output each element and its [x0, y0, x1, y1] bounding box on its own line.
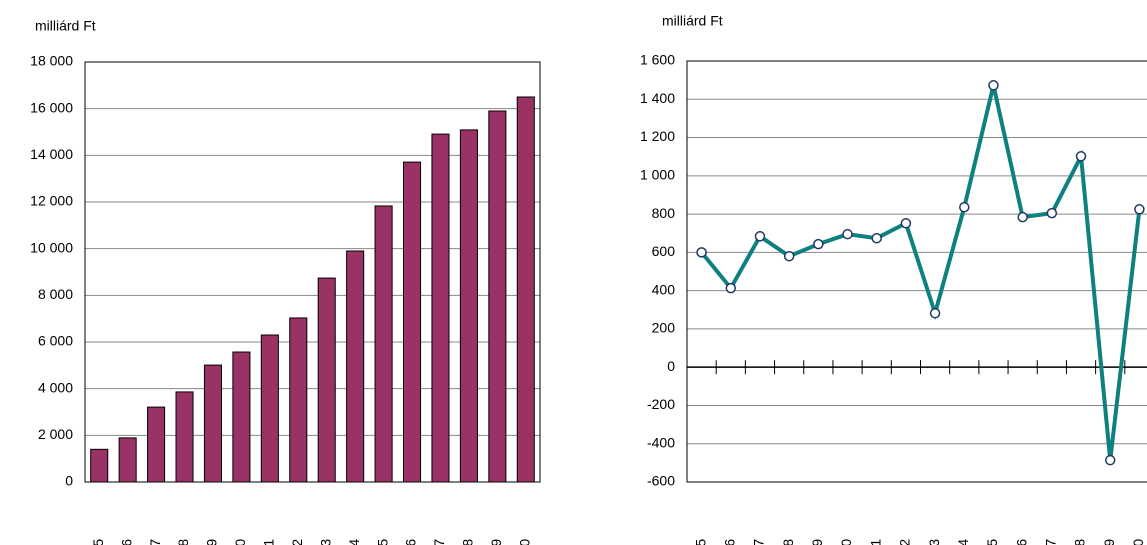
marker: [988, 80, 999, 91]
x-tick-label: 1999: [809, 539, 825, 545]
y-tick-label: 600: [652, 243, 676, 259]
y-tick-label: -200: [647, 396, 675, 412]
x-tick-label: 1995: [90, 539, 106, 545]
x-tick-label: 2007: [431, 539, 447, 545]
y-tick-label: 400: [652, 281, 676, 297]
bar: [459, 129, 478, 483]
x-tick-label: 1997: [751, 539, 767, 545]
x-tick-label: 2010: [516, 539, 532, 545]
bar: [203, 364, 222, 483]
y-tick-label: 2 000: [38, 426, 73, 442]
x-tick-label: 2002: [289, 539, 305, 545]
x-tick-label: 1999: [204, 539, 220, 545]
marker: [959, 201, 970, 213]
x-tick-label: 1996: [118, 539, 134, 545]
marker: [1104, 454, 1116, 466]
bar: [317, 277, 336, 483]
y-tick-label: 1 000: [640, 167, 675, 183]
y-tick-label: 1 200: [640, 128, 675, 144]
marker: [1075, 151, 1087, 162]
y-tick-label: 6 000: [38, 333, 73, 349]
y-tick-label: 0: [65, 473, 73, 489]
y-tick-label: 8 000: [38, 286, 73, 302]
y-tick-label: 0: [667, 358, 675, 374]
bar: [346, 250, 365, 483]
x-tick-label: 2008: [460, 539, 476, 545]
marker: [783, 250, 795, 262]
x-tick-label: 2008: [1072, 539, 1088, 545]
y-tick-label: 800: [652, 205, 676, 221]
y-tick-label: 1 600: [640, 52, 675, 68]
y-tick-label: 14 000: [30, 146, 73, 162]
bar: [90, 448, 109, 483]
marker: [929, 307, 941, 319]
x-tick-label: 2010: [1130, 539, 1146, 545]
x-tick-label: 2002: [897, 539, 913, 545]
x-tick-label: 1995: [692, 539, 708, 545]
plot-border: [686, 60, 1147, 483]
bar: [374, 205, 393, 483]
x-tick-label: 2009: [1101, 539, 1117, 545]
y-tick-label: 16 000: [30, 99, 73, 115]
bar: [403, 161, 422, 483]
x-tick-label: 1997: [147, 539, 163, 545]
y-axis-label: milliárd Ft: [35, 18, 96, 34]
y-tick-label: -600: [647, 473, 675, 489]
marker: [696, 247, 707, 258]
x-tick-label: 1998: [780, 539, 796, 545]
plot-border: [84, 61, 541, 483]
bar: [118, 437, 137, 483]
y-tick-label: 4 000: [38, 379, 73, 395]
x-tick-label: 1998: [175, 539, 191, 545]
x-tick-label: 2003: [926, 539, 942, 545]
x-tick-label: 2003: [317, 539, 333, 545]
y-tick-label: 200: [652, 320, 676, 336]
bar: [516, 96, 535, 483]
y-tick-label: 18 000: [30, 53, 73, 69]
y-tick-label: -400: [647, 434, 675, 450]
x-tick-label: 2005: [374, 539, 390, 545]
y-axis-label: milliárd Ft: [662, 13, 723, 29]
marker: [813, 238, 824, 250]
y-tick-label: 1 400: [640, 90, 675, 106]
marker: [725, 282, 737, 294]
y-tick-label: 12 000: [30, 193, 73, 209]
marker: [1134, 204, 1145, 215]
marker: [871, 232, 882, 244]
x-tick-label: 2006: [403, 539, 419, 545]
bar: [175, 391, 194, 483]
x-tick-label: 2005: [984, 539, 1000, 545]
bar: [289, 317, 308, 483]
marker: [842, 228, 853, 240]
marker: [900, 218, 912, 229]
bar: [232, 351, 251, 483]
x-tick-label: 1996: [721, 539, 737, 545]
marker: [1017, 211, 1028, 223]
marker: [754, 231, 766, 242]
bar: [147, 406, 166, 483]
marker: [1046, 207, 1058, 219]
bar: [431, 133, 450, 483]
x-tick-label: 2009: [488, 539, 504, 545]
bar: [488, 110, 507, 483]
y-tick-label: 10 000: [30, 239, 73, 255]
x-tick-label: 2007: [1043, 539, 1059, 545]
line: [700, 84, 1142, 461]
bar: [260, 334, 279, 483]
x-tick-label: 2006: [1013, 539, 1029, 545]
